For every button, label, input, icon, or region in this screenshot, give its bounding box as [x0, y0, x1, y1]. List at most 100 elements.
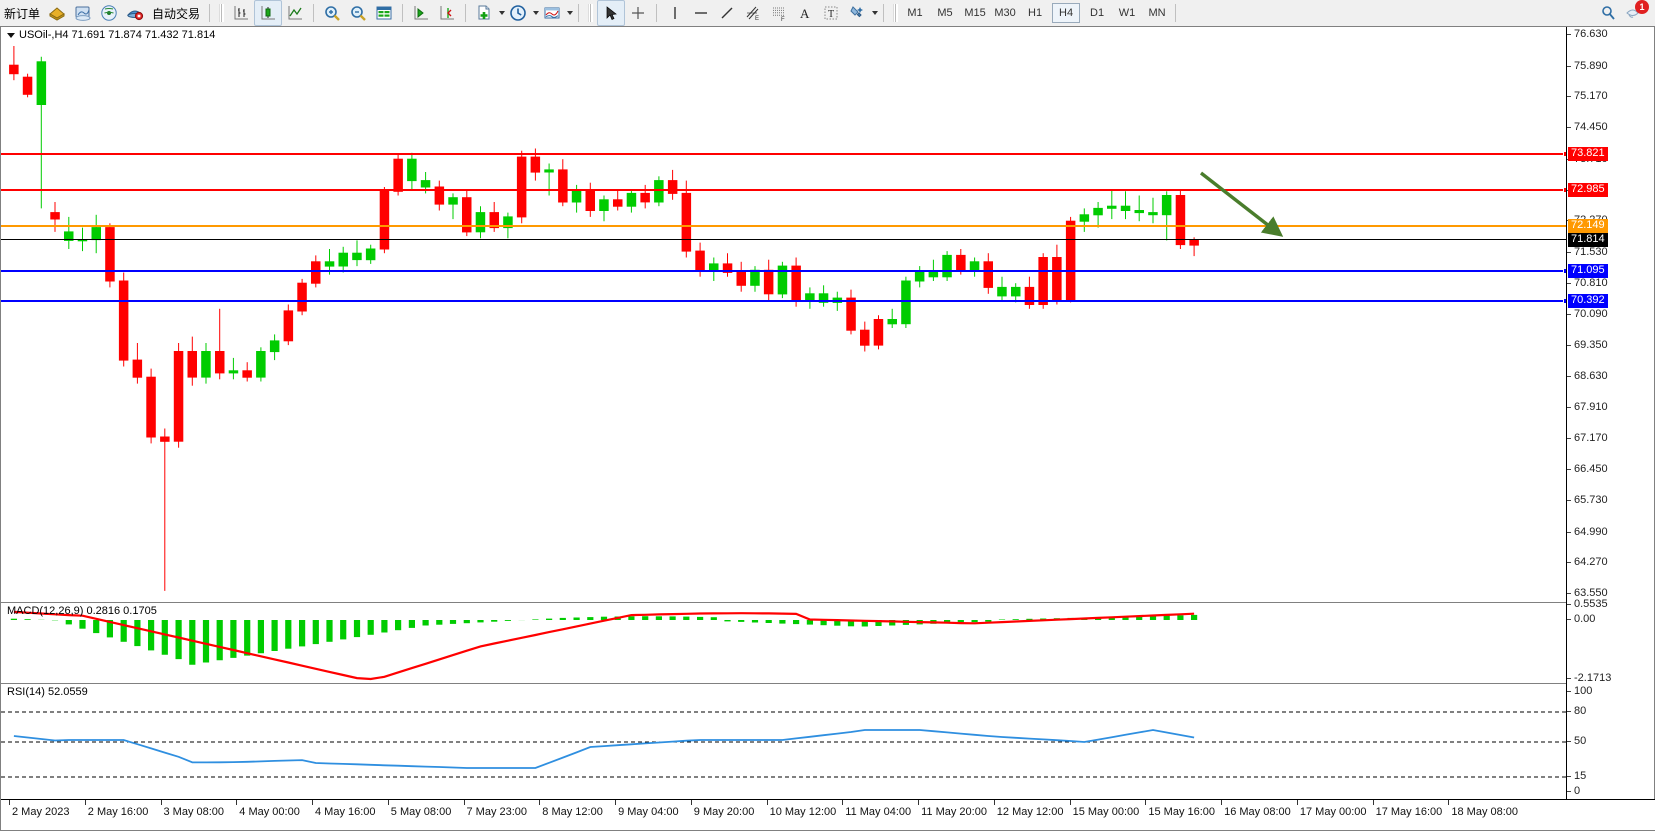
price-tick-label: 67.170 — [1574, 432, 1608, 445]
search-icon[interactable] — [1595, 1, 1621, 25]
price-label-support-1[interactable]: 71.095 — [1568, 263, 1608, 278]
price-tick-label: 68.630 — [1574, 369, 1608, 382]
scroll-end-icon[interactable] — [408, 1, 434, 25]
level-line-support-2[interactable] — [1, 297, 1569, 304]
alerts-icon[interactable]: 1 — [1621, 0, 1649, 25]
trendline-icon[interactable] — [714, 1, 740, 25]
objects-icon[interactable] — [844, 1, 870, 25]
signals-icon[interactable] — [96, 1, 122, 25]
time-tick — [1221, 800, 1223, 805]
time-tick-label: 4 May 00:00 — [239, 806, 300, 818]
rsi-tick-label: 0 — [1574, 785, 1581, 797]
fibonacci-icon[interactable]: F — [766, 1, 792, 25]
time-tick-label: 11 May 04:00 — [845, 806, 912, 818]
macd-pane[interactable]: MACD(12,26,9) 0.2816 0.1705 — [1, 602, 1654, 681]
rsi-tick-label: 80 — [1574, 705, 1587, 717]
bar-chart-icon[interactable] — [228, 1, 254, 25]
candlestick-chart-icon[interactable] — [254, 0, 283, 26]
timeframe-m1[interactable]: M1 — [907, 7, 923, 19]
auto-trading-label: 自动交易 — [152, 6, 201, 21]
template-dropdown-caret-icon[interactable] — [499, 11, 506, 15]
cursor-icon[interactable] — [597, 0, 626, 26]
price-label-last-price[interactable]: 71.814 — [1568, 232, 1608, 247]
macd-tick-label: -2.1713 — [1574, 672, 1612, 684]
time-tick — [312, 800, 313, 805]
rsi-tick-label: 100 — [1574, 685, 1593, 697]
text-icon[interactable]: T — [818, 1, 844, 25]
time-tick — [1372, 800, 1374, 805]
zoom-in-icon[interactable] — [319, 1, 345, 25]
price-label-pivot[interactable]: 72.149 — [1568, 218, 1608, 233]
indicator-list-icon[interactable] — [539, 1, 565, 25]
timeframe-w1[interactable]: W1 — [1118, 7, 1136, 19]
timeframe-d1[interactable]: D1 — [1090, 7, 1105, 19]
time-tick — [236, 800, 238, 805]
time-tick — [1069, 800, 1071, 805]
toolbar-separator — [209, 4, 211, 22]
toolbar-separator — [313, 4, 315, 22]
data-window-icon[interactable] — [371, 1, 397, 25]
toolbar-separator — [402, 4, 404, 22]
indicator-dropdown-caret-icon[interactable] — [567, 11, 574, 15]
timeframe-group[interactable]: M1 M5 M15 M30 H1 H4 D1 W1 MN — [902, 3, 1170, 23]
price-tick-label: 75.890 — [1574, 59, 1608, 72]
price-tick-label: 64.990 — [1574, 525, 1608, 538]
timeframe-m5[interactable]: M5 — [937, 7, 953, 19]
rsi-plot — [1, 711, 1569, 778]
main-toolbar[interactable]: 新订单 自动交易 — [0, 0, 1655, 27]
zoom-out-icon[interactable] — [345, 1, 371, 25]
period-icon[interactable] — [505, 1, 531, 25]
auto-trading-button[interactable]: 自动交易 — [148, 1, 204, 25]
macd-plot — [10, 610, 1198, 681]
time-tick-label: 16 May 08:00 — [1224, 806, 1291, 818]
price-tick-label: 74.450 — [1574, 121, 1608, 134]
chevron-down-icon[interactable] — [7, 32, 15, 38]
price-label-support-2[interactable]: 70.392 — [1568, 293, 1608, 308]
line-chart-icon[interactable] — [282, 1, 308, 25]
toolbar-separator — [465, 4, 467, 22]
macd-tick-label: 0.00 — [1574, 613, 1596, 625]
svg-text:T: T — [828, 9, 834, 20]
level-line-last-price[interactable] — [1, 238, 1569, 240]
price-pane[interactable]: USOil-,H4 71.691 71.874 71.432 71.814 — [1, 27, 1654, 600]
indicators-icon[interactable] — [44, 1, 70, 25]
terminal-icon[interactable] — [70, 1, 96, 25]
text-label-icon[interactable]: A — [792, 1, 818, 25]
template-icon[interactable] — [471, 1, 497, 25]
level-line-pivot[interactable] — [1, 224, 1569, 227]
level-line-resistance-2[interactable] — [1, 186, 1569, 193]
level-line-support-1[interactable] — [1, 267, 1569, 274]
toolbar-grip[interactable] — [588, 4, 594, 22]
price-label-resistance-1[interactable]: 73.821 — [1568, 147, 1608, 161]
timeframe-mn[interactable]: MN — [1148, 7, 1166, 19]
period-dropdown-caret-icon[interactable] — [533, 11, 540, 15]
time-tick-label: 10 May 12:00 — [769, 806, 837, 818]
timeframe-m30[interactable]: M30 — [994, 7, 1016, 19]
price-tick-label: 63.550 — [1574, 587, 1608, 599]
auto-trading-icon[interactable] — [122, 1, 148, 25]
time-axis[interactable]: 2 May 2023 2 May 16:00 3 May 08:00 4 May 00… — [1, 799, 1655, 830]
timeframe-m15[interactable]: M15 — [964, 7, 986, 19]
toolbar-grip[interactable] — [219, 4, 225, 22]
time-tick-label: 17 May 00:00 — [1299, 806, 1367, 818]
timeframe-h1[interactable]: H1 — [1028, 7, 1043, 19]
toolbar-grip[interactable] — [893, 4, 899, 22]
timeframe-h4[interactable]: H4 — [1052, 3, 1081, 23]
price-label-resistance-2[interactable]: 72.985 — [1568, 182, 1608, 197]
svg-text:F: F — [781, 17, 785, 22]
toolbar-separator — [656, 4, 658, 22]
objects-dropdown-caret-icon[interactable] — [872, 11, 879, 15]
hline-icon[interactable] — [688, 1, 714, 25]
equidistant-channel-icon[interactable]: E — [740, 1, 766, 25]
time-tick — [84, 800, 86, 805]
level-line-resistance-1[interactable] — [1, 151, 1569, 157]
price-axis[interactable]: 76.63075.89075.17074.45073.71072.98572.2… — [1566, 27, 1654, 800]
rsi-pane[interactable]: RSI(14) 52.0559 — [1, 683, 1654, 801]
vline-icon[interactable] — [662, 1, 688, 25]
crosshair-icon[interactable] — [625, 1, 651, 25]
new-order-button[interactable]: 新订单 — [0, 1, 44, 25]
time-tick — [690, 800, 692, 805]
chart-container[interactable]: USOil-,H4 71.691 71.874 71.432 71.814 MA… — [0, 26, 1655, 831]
chart-shift-icon[interactable] — [434, 1, 460, 25]
time-tick — [1448, 800, 1450, 805]
